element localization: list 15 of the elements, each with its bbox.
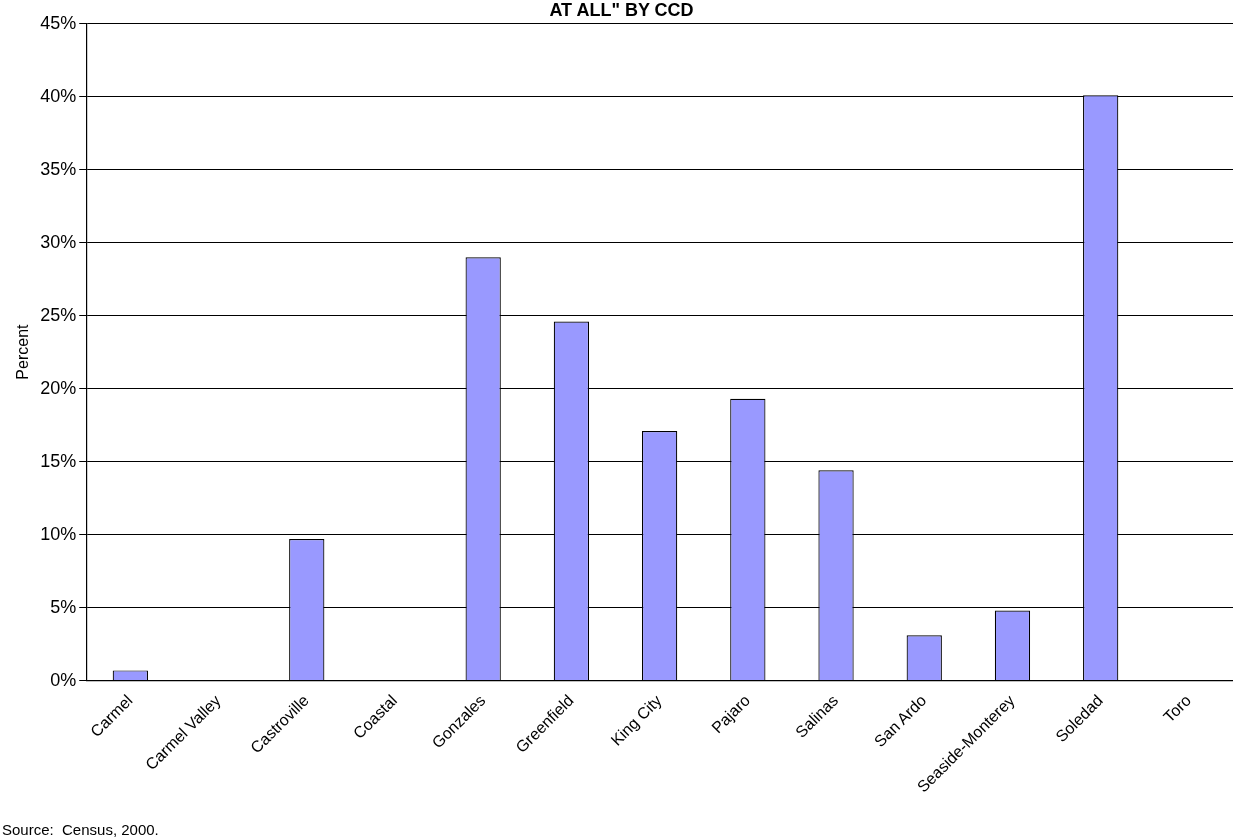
y-tick-label: 10% — [40, 523, 77, 544]
y-axis-title: Percent — [14, 323, 32, 380]
chart-title: AT ALL" BY CCD — [549, 0, 694, 20]
y-tick-label: 0% — [50, 669, 77, 690]
y-tick-label: 25% — [40, 304, 77, 325]
y-tick-label: 45% — [40, 12, 77, 33]
y-tick-label: 30% — [40, 231, 77, 252]
y-tick-label: 20% — [40, 377, 77, 398]
y-tick-label: 15% — [40, 450, 77, 471]
y-tick-label: 5% — [50, 596, 77, 617]
source-note: Source: Census, 2000. — [2, 820, 159, 838]
y-tick-label: 40% — [40, 85, 77, 106]
x-tick-label: King City — [607, 691, 665, 749]
y-tick-label: 35% — [40, 158, 77, 179]
x-tick-label: Toro — [1160, 691, 1195, 726]
